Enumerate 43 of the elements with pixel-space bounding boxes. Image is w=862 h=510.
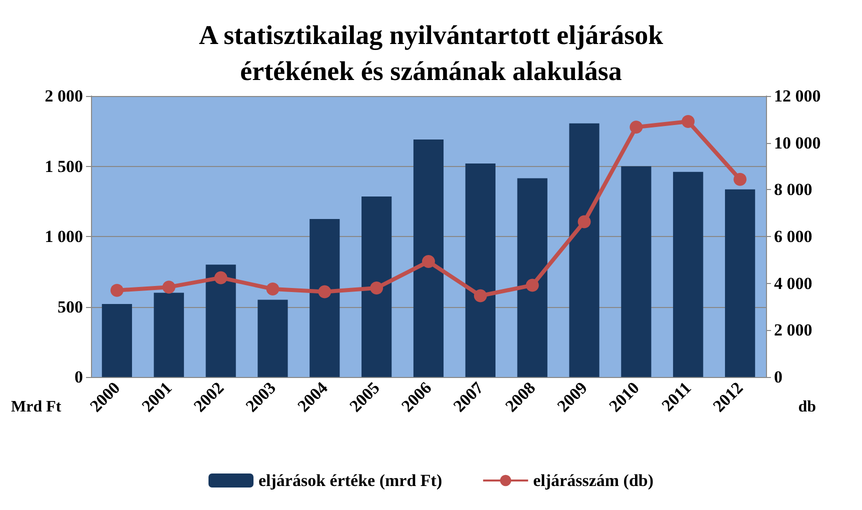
point [370,282,384,295]
y2-tick-label: 12 000 [774,86,821,106]
bar [310,218,340,377]
legend-label: eljárások értéke (mrd Ft) [258,471,442,490]
point [474,289,487,302]
bar [154,292,184,377]
y2-tick-label: 6 000 [774,227,812,246]
legend-label: eljárásszám (db) [533,471,654,490]
y2-tick-label: 8 000 [774,180,812,200]
bar [258,300,288,377]
chart-title: A statisztikailag nyilvántartott eljárások értékének és számának alakulása [198,20,664,86]
point [422,255,435,268]
point [110,284,124,297]
y-tick-label: 1 500 [44,156,83,176]
bar [673,172,704,377]
point [266,282,280,296]
y2-tick-label: 2 000 [774,320,812,340]
bar [517,178,548,377]
point [630,120,643,134]
point [214,271,228,284]
y2-tick-label: 4 000 [774,274,812,293]
point [734,172,747,186]
bar [724,189,756,377]
bar [102,304,132,377]
y2-tick-label: 10 000 [774,133,821,152]
point [526,278,539,292]
point [682,115,695,128]
y-tick-label: 1 000 [44,227,83,246]
y2-tick-label: 0 [774,368,782,386]
point [162,280,176,294]
bar [569,123,600,377]
y2-axis-title: db [798,398,816,416]
y-tick-label: 0 [74,368,83,386]
y-tick-label: 500 [58,297,83,316]
bar [465,163,496,377]
y-axis-title: Mrd Ft [11,398,62,416]
point [318,285,332,298]
bar [206,264,236,377]
bar [362,196,392,377]
y-tick-label: 2 000 [44,86,83,106]
bar [413,140,444,377]
bar [621,166,652,377]
point [578,215,591,228]
